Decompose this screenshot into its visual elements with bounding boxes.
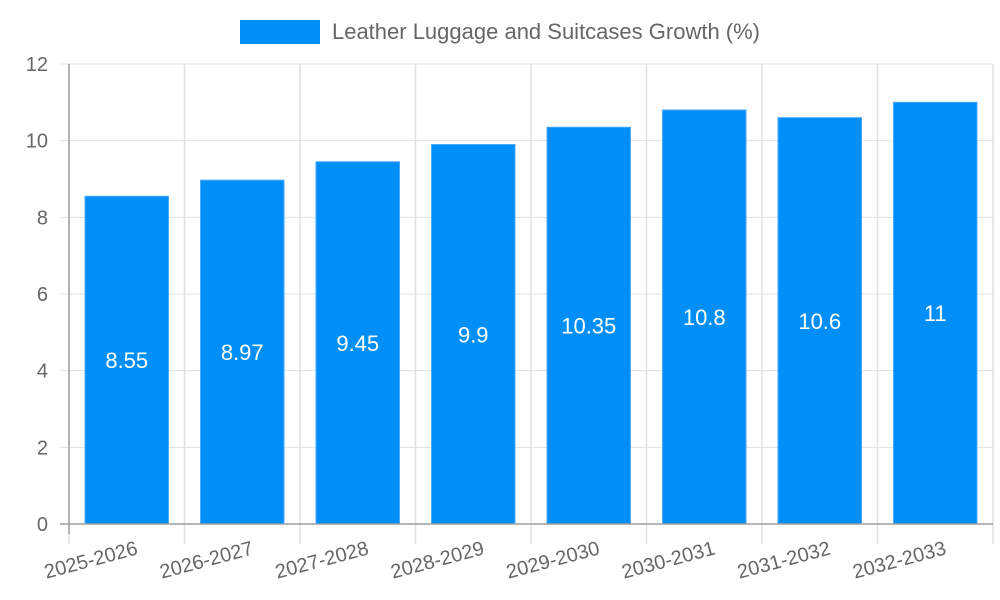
legend-label: Leather Luggage and Suitcases Growth (%) bbox=[331, 19, 761, 44]
bar-value-label: 11 bbox=[924, 301, 947, 326]
bar-value-label: 10.35 bbox=[561, 314, 616, 339]
bar[interactable] bbox=[431, 144, 516, 525]
y-tick-label: 8 bbox=[37, 207, 48, 229]
bar-value-label: 10.8 bbox=[683, 305, 726, 330]
x-tick-label: 2032-2033 bbox=[850, 538, 948, 584]
bars bbox=[84, 101, 978, 525]
bar-value-label: 9.9 bbox=[458, 322, 489, 347]
x-tick-label: 2026-2027 bbox=[157, 538, 255, 584]
data-labels: 8.55 8.97 9.45 9.9 10.35 10.8 10.6 11 bbox=[105, 301, 946, 373]
chart-legend: Leather Luggage and Suitcases Growth (%) bbox=[0, 18, 1000, 46]
x-tick-label: 2027-2028 bbox=[273, 538, 371, 584]
x-tick-label: 2029-2030 bbox=[504, 538, 602, 584]
y-tick-label: 6 bbox=[37, 284, 48, 306]
y-tick-label: 4 bbox=[37, 361, 48, 383]
x-tick-label: 2030-2031 bbox=[619, 538, 717, 584]
bar[interactable] bbox=[777, 117, 862, 525]
bar[interactable] bbox=[546, 126, 631, 525]
y-tick-label: 2 bbox=[37, 437, 48, 459]
bar-value-label: 9.45 bbox=[336, 331, 379, 356]
bar[interactable] bbox=[315, 161, 400, 525]
bar-value-label: 8.97 bbox=[221, 340, 264, 365]
x-tick-label: 2031-2032 bbox=[735, 538, 833, 584]
bar[interactable] bbox=[662, 109, 747, 525]
y-tick-label: 12 bbox=[26, 54, 48, 76]
y-tick-label: 10 bbox=[26, 131, 48, 153]
bar-value-label: 8.55 bbox=[105, 348, 148, 373]
y-tick-label: 0 bbox=[37, 514, 48, 536]
legend-swatch[interactable] bbox=[239, 20, 320, 44]
x-tick-label: 2028-2029 bbox=[388, 538, 486, 584]
x-tick-label: 2025-2026 bbox=[42, 538, 140, 584]
bar-value-label: 10.6 bbox=[798, 309, 841, 334]
bar[interactable] bbox=[893, 101, 978, 525]
